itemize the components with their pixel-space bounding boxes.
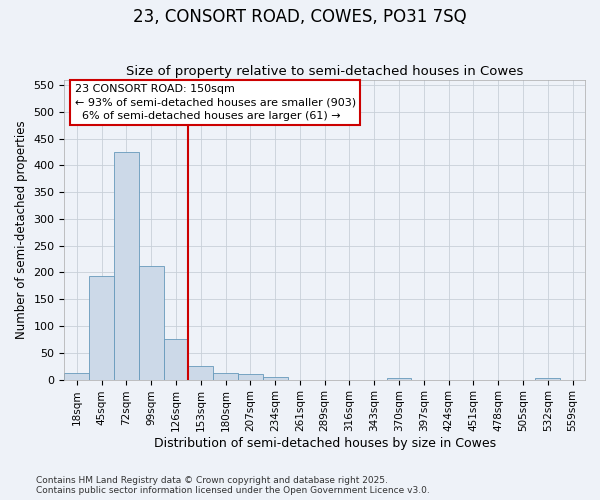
Bar	[114, 152, 139, 380]
Y-axis label: Number of semi-detached properties: Number of semi-detached properties	[15, 120, 28, 339]
Bar	[139, 266, 164, 380]
Bar	[386, 378, 412, 380]
Bar	[188, 366, 213, 380]
Bar	[89, 276, 114, 380]
Bar	[238, 374, 263, 380]
Bar	[263, 378, 287, 380]
Bar	[213, 373, 238, 380]
Title: Size of property relative to semi-detached houses in Cowes: Size of property relative to semi-detach…	[126, 66, 523, 78]
Bar	[535, 378, 560, 380]
Bar	[164, 339, 188, 380]
Bar	[64, 373, 89, 380]
Text: 23 CONSORT ROAD: 150sqm
← 93% of semi-detached houses are smaller (903)
  6% of : 23 CONSORT ROAD: 150sqm ← 93% of semi-de…	[75, 84, 356, 120]
Text: Contains HM Land Registry data © Crown copyright and database right 2025.
Contai: Contains HM Land Registry data © Crown c…	[36, 476, 430, 495]
X-axis label: Distribution of semi-detached houses by size in Cowes: Distribution of semi-detached houses by …	[154, 437, 496, 450]
Text: 23, CONSORT ROAD, COWES, PO31 7SQ: 23, CONSORT ROAD, COWES, PO31 7SQ	[133, 8, 467, 26]
